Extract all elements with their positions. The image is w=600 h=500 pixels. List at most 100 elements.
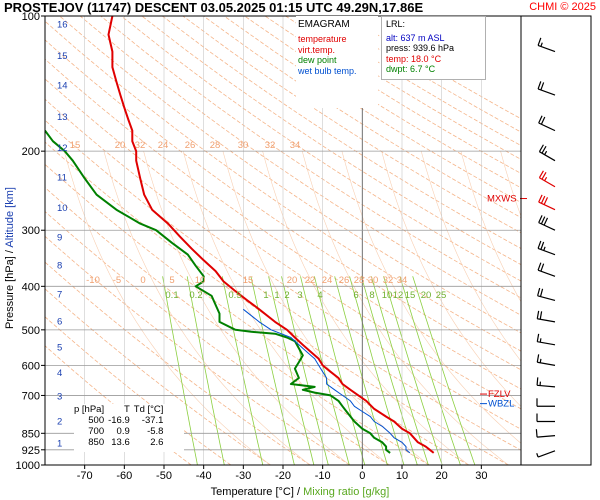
y-tick-label: 400 [22,281,40,293]
wind-barb-staff [539,177,556,188]
mixing-ratio-line [383,276,443,465]
legend-item-dew-point: dew point [298,55,337,65]
wind-barb-flag [540,263,545,272]
wind-barb-flag [538,144,544,152]
wind-barb-staff [537,384,556,388]
altitude-tick-label: 7 [57,290,62,301]
x-tick-label: -50 [156,470,172,482]
x-axis-title-mixing-ratio: Mixing ratio [g/kg] [303,486,389,498]
altitude-tick-label: 3 [57,391,62,402]
adiabat-label: 24 [158,140,169,151]
wind-barb-staff [537,295,556,302]
wind-barb-flag [543,217,549,226]
mixing-ratio-line [162,276,198,465]
wind-barb-half-flag [544,176,548,182]
wind-barb-staff [538,222,556,231]
wind-barb-half-flag [544,150,548,155]
wind-barb [536,354,556,366]
altitude-tick-label: 10 [57,203,68,214]
adiabat-label: 32 [383,275,394,286]
wind-barb [536,310,556,323]
table-row: 850 13.6 2.6 [74,437,167,448]
wind-barb-flag [540,241,545,250]
x-tick-label: 0 [359,470,365,482]
wind-barb-flag [540,195,546,204]
mixing-ratio-label: 2 [284,290,289,301]
wind-barb-flag [539,288,544,297]
x-tick-label: -30 [235,470,251,482]
wind-barb-flag [539,311,543,320]
dry-adiabat-line [120,16,521,282]
adiabat-label: 24 [322,275,333,286]
wind-barb-staff [537,318,556,323]
altitude-tick-label: 12 [57,143,68,154]
altitude-tick-label: 15 [57,51,68,62]
mixing-ratio-line [334,276,388,465]
x-tick-label: 10 [396,470,408,482]
header: PROSTEJOV (11747) DESCENT 03.05.2025 01:… [0,0,600,16]
adiabat-label: 5 [169,275,174,286]
wbzl-label: WBZL [488,399,514,410]
wind-barb-flag [541,171,547,180]
adiabat-label: 26 [339,275,350,286]
adiabat-label: 32 [135,140,146,151]
wind-barb-flag [538,115,543,124]
x-tick-label: -20 [275,470,291,482]
y-tick-label: 200 [22,146,40,158]
table-cell: 700 [88,426,105,437]
dry-adiabat-line [45,78,521,410]
moist-adiabat-line [460,151,521,303]
wind-barb-flag [536,310,540,319]
y-tick-label: 925 [22,445,40,457]
y-tick-label: 100 [22,11,40,23]
series-line-temperature [107,16,435,454]
wind-barb-flag [540,216,546,225]
wind-barb-flag [543,197,549,205]
adiabat-label: 26 [185,140,196,151]
adiabat-label: 34 [397,275,408,286]
wind-barb-flag [536,377,539,386]
adiabat-label: 22 [305,275,316,286]
wind-barb-half-flag [536,453,539,458]
wind-barb-flag [537,37,542,46]
moist-adiabat-line [580,151,600,465]
mixing-ratio-line [314,276,366,465]
copyright: CHMI © 2025 [529,1,596,13]
table-row: 500 -16.9 -37.1 [74,415,167,426]
dry-adiabat-line [203,16,521,219]
y-axis-title-separator: / [4,248,16,254]
y-tick-label: 1000 [16,460,40,472]
x-axis-title: Temperature [°C] / Mixing ratio [g/kg] [211,486,390,498]
wind-barb-flag [538,215,543,223]
table-cell: 2.6 [150,437,164,448]
wind-barb [535,429,556,438]
y-tick-label: 600 [22,360,40,372]
altitude-tick-label: 4 [57,368,62,379]
mixing-ratio-label: 8 [369,290,374,301]
mixing-ratio-line [186,276,225,465]
dry-adiabat-line [45,39,521,371]
wind-barb-half-flag [543,246,546,251]
x-tick-label: -10 [315,470,331,482]
mixing-ratio-label: 0.5 [228,290,241,301]
legend-item-virt-temp: virt.temp. [298,44,336,55]
wind-barb [537,262,556,277]
wind-barb [536,333,556,346]
adiabat-label: 32 [265,140,276,151]
mixing-ratio-label: 25 [436,290,447,301]
wind-barb [538,194,556,211]
table-cell: -37.1 [141,415,164,426]
wind-barb [538,115,556,132]
wind-barb-flag [536,333,540,342]
dry-adiabat-line [141,16,521,266]
wind-barb-flag [538,194,543,203]
mixing-ratio-label: 10 [382,290,393,301]
mixing-ratio-label: 0.1 [165,290,178,301]
wind-barb-staff [537,450,556,458]
x-axis-title-separator: / [297,486,303,498]
x-tick-label: 20 [436,470,448,482]
wind-barb [536,413,555,423]
legend-title: EMAGRAM [298,19,350,30]
wind-panel-frame [520,15,592,466]
wind-barbs-panel [535,37,556,458]
